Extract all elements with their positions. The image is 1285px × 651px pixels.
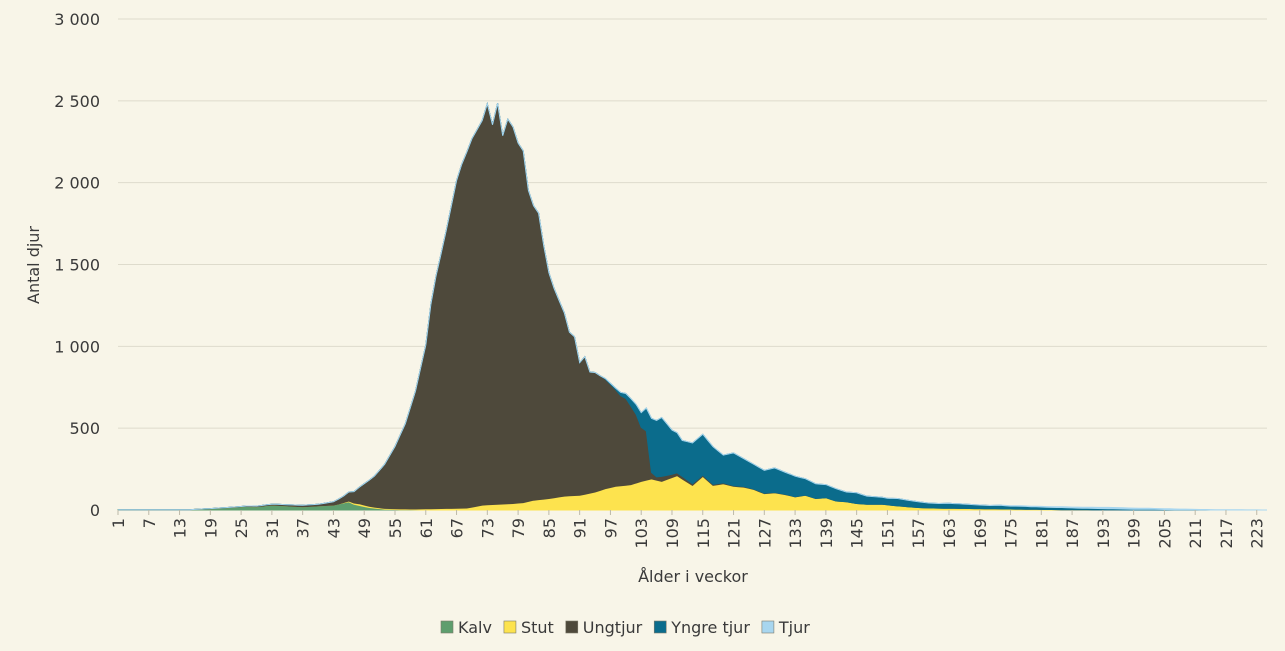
y-axis-title: Antal djur (24, 226, 43, 304)
y-tick-label: 3 000 (54, 10, 100, 29)
x-tick-label: 37 (294, 518, 313, 538)
legend-label: Yngre tjur (670, 618, 750, 637)
x-tick-label: 223 (1248, 518, 1267, 549)
x-tick-label: 151 (878, 518, 897, 549)
x-axis-ticks: 1 7 13 19 25 31 37 43 49 55 61 67 73 79 85 91 97 103 109 11… (109, 510, 1267, 549)
legend-label: Kalv (458, 618, 492, 637)
legend-swatch (440, 620, 454, 634)
x-tick-label: 115 (694, 518, 713, 549)
x-tick-label: 139 (817, 518, 836, 549)
x-tick-label: 13 (171, 518, 190, 538)
x-tick-label: 211 (1186, 518, 1205, 549)
x-tick-label: 181 (1032, 518, 1051, 549)
x-tick-label: 127 (755, 518, 774, 549)
x-tick-label: 205 (1155, 518, 1174, 549)
legend-swatch (503, 620, 517, 634)
gridlines (118, 18, 1267, 511)
x-tick-label: 55 (386, 518, 405, 538)
x-tick-label: 85 (540, 518, 559, 538)
legend-item: Ungtjur (565, 618, 643, 637)
x-tick-label: 79 (509, 518, 528, 538)
x-tick-label: 163 (940, 518, 959, 549)
x-tick-label: 49 (355, 518, 374, 538)
legend-label: Tjur (778, 618, 810, 637)
legend-swatch (565, 620, 579, 634)
x-tick-label: 1 (109, 518, 128, 528)
x-tick-label: 187 (1063, 518, 1082, 549)
legend-item: Stut (503, 618, 554, 637)
legend: Kalv Stut Ungtjur Yngre tjur Tjur (440, 618, 810, 637)
x-axis-title: Ålder i veckor (638, 567, 748, 586)
x-tick-label: 133 (786, 518, 805, 549)
x-tick-label: 7 (140, 518, 159, 528)
legend-item: Kalv (440, 618, 492, 637)
y-tick-label: 500 (69, 419, 100, 438)
x-tick-label: 97 (601, 518, 620, 538)
y-tick-label: 1 500 (54, 256, 100, 275)
area-tjur (118, 101, 1267, 511)
x-tick-label: 193 (1094, 518, 1113, 549)
x-tick-label: 157 (909, 518, 928, 549)
x-tick-label: 61 (417, 518, 436, 538)
x-tick-label: 169 (971, 518, 990, 549)
x-tick-label: 121 (725, 518, 744, 549)
x-tick-label: 175 (1002, 518, 1021, 549)
x-tick-label: 31 (263, 518, 282, 538)
x-tick-label: 25 (232, 518, 251, 538)
legend-label: Stut (521, 618, 554, 637)
legend-label: Ungtjur (583, 618, 643, 637)
y-axis-ticks: 0 500 1 000 1 500 2 000 2 500 3 000 (54, 10, 100, 520)
legend-item: Tjur (761, 618, 810, 637)
x-tick-label: 67 (448, 518, 467, 538)
x-tick-label: 19 (201, 518, 220, 538)
x-tick-label: 217 (1217, 518, 1236, 549)
x-tick-label: 43 (324, 518, 343, 538)
x-tick-label: 73 (478, 518, 497, 538)
x-tick-label: 199 (1125, 518, 1144, 549)
legend-swatch (653, 620, 667, 634)
area-series (117, 101, 1267, 511)
y-tick-label: 0 (90, 501, 100, 520)
y-tick-label: 2 500 (54, 92, 100, 111)
x-tick-label: 145 (848, 518, 867, 549)
y-tick-label: 1 000 (54, 337, 100, 356)
y-tick-label: 2 000 (54, 174, 100, 193)
x-tick-label: 109 (663, 518, 682, 549)
legend-swatch (761, 620, 775, 634)
legend-item: Yngre tjur (653, 618, 750, 637)
x-tick-label: 103 (632, 518, 651, 549)
area-yngre-tjur (118, 101, 1267, 511)
x-tick-label: 91 (571, 518, 590, 538)
